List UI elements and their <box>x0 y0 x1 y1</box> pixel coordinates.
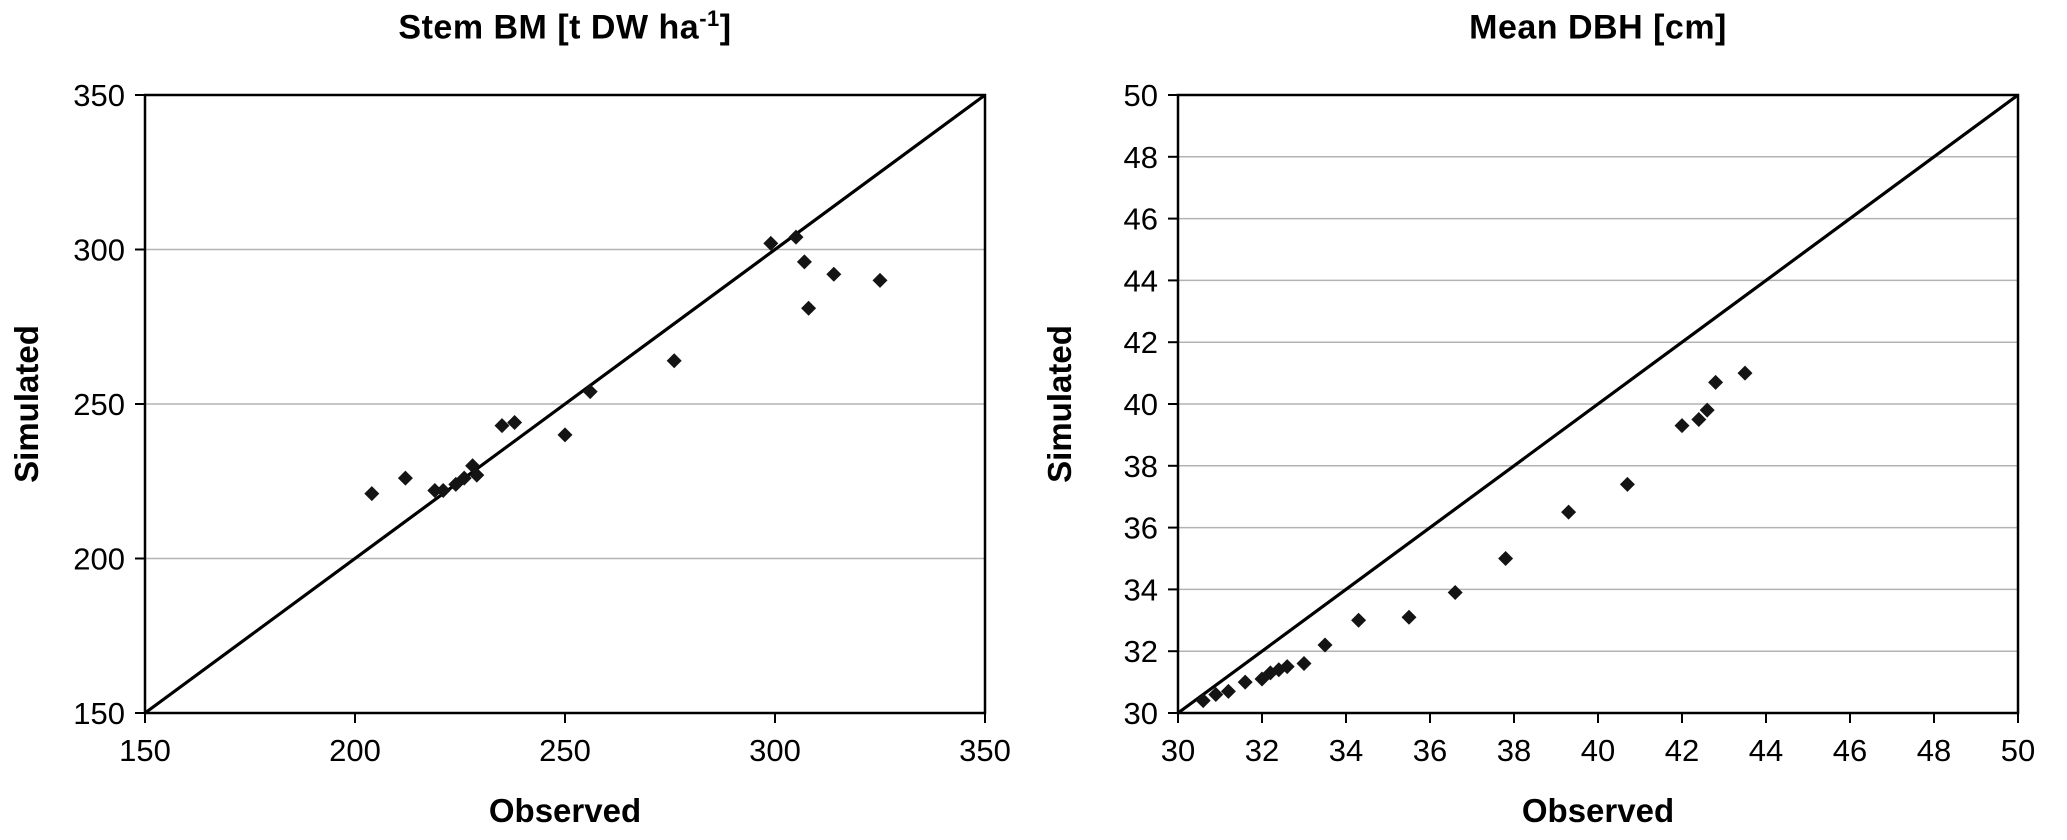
y-tick-label: 46 <box>1124 202 1158 237</box>
data-point <box>1220 683 1236 699</box>
y-tick-label: 38 <box>1124 449 1158 484</box>
data-point <box>1737 365 1753 381</box>
data-point <box>1351 612 1367 628</box>
data-point <box>557 427 573 443</box>
y-axis-label: Simulated <box>1041 325 1078 483</box>
data-point <box>507 415 523 431</box>
x-tick-label: 36 <box>1413 733 1447 768</box>
y-tick-label: 48 <box>1124 140 1158 175</box>
x-tick-label: 32 <box>1245 733 1279 768</box>
y-tick-label: 250 <box>73 387 125 422</box>
data-point <box>1262 665 1278 681</box>
data-point <box>826 266 842 282</box>
data-point <box>1561 504 1577 520</box>
data-point <box>1296 656 1312 672</box>
scatter-plot-stem-biomass: 150 200 250 300 350 150 200 250 300 350 Observed Si… <box>8 78 1011 829</box>
y-tick-label: 50 <box>1124 78 1158 113</box>
y-tick-label: 32 <box>1124 634 1158 669</box>
data-point <box>435 483 451 499</box>
y-tick-label: 350 <box>73 78 125 113</box>
data-point <box>1699 402 1715 418</box>
data-point <box>763 235 779 251</box>
x-tick-label: 200 <box>329 733 381 768</box>
x-tick-label: 30 <box>1161 733 1195 768</box>
gridlines <box>1178 156 2018 652</box>
data-point <box>796 254 812 270</box>
data-point <box>364 486 380 502</box>
x-tick-label: 38 <box>1497 733 1531 768</box>
data-point <box>872 272 888 288</box>
x-tick-label: 42 <box>1665 733 1699 768</box>
x-tick-label: 300 <box>749 733 801 768</box>
data-point <box>788 229 804 245</box>
x-tick-label: 34 <box>1329 733 1363 768</box>
data-point <box>494 418 510 434</box>
data-point <box>1674 418 1690 434</box>
data-point <box>469 467 485 483</box>
chart-title-superscript: -1 <box>699 6 720 31</box>
data-point <box>456 470 472 486</box>
y-axis-label: Simulated <box>8 325 45 483</box>
data-point <box>397 470 413 486</box>
data-point <box>582 384 598 400</box>
identity-line <box>1177 93 2019 715</box>
data-point <box>1208 686 1224 702</box>
y-tick-label: 36 <box>1124 511 1158 546</box>
y-tick-label: 34 <box>1124 572 1158 607</box>
scatter-plot-mean-dbh: 30 32 34 36 38 40 42 44 46 48 50 30 32 34 36 38 40 42 44 46… <box>1041 78 2035 829</box>
data-point <box>1279 659 1295 675</box>
axis-ticks <box>135 94 986 723</box>
chart-title: Stem BM [t DW ha-1] <box>145 6 985 47</box>
x-tick-label: 44 <box>1749 733 1783 768</box>
y-tick-label: 300 <box>73 233 125 268</box>
data-point <box>1237 674 1253 690</box>
x-axis-label: Observed <box>489 792 641 829</box>
chart-title-text: Stem BM [t DW ha <box>398 8 700 47</box>
x-axis-label: Observed <box>1522 792 1674 829</box>
y-tick-label: 30 <box>1124 696 1158 731</box>
axis-ticks <box>1168 94 2019 723</box>
x-tick-label: 350 <box>959 733 1011 768</box>
data-point <box>666 353 682 369</box>
y-tick-label: 42 <box>1124 325 1158 360</box>
data-point <box>801 300 817 316</box>
y-tick-label: 150 <box>73 696 125 731</box>
x-tick-label: 46 <box>1833 733 1867 768</box>
x-tick-label: 250 <box>539 733 591 768</box>
data-points <box>364 229 888 502</box>
x-tick-label: 40 <box>1581 733 1615 768</box>
y-tick-label: 200 <box>73 542 125 577</box>
data-point <box>1401 609 1417 625</box>
y-tick-label: 40 <box>1124 387 1158 422</box>
chart-title-text: Mean DBH [cm] <box>1469 8 1727 47</box>
data-point <box>1691 411 1707 427</box>
data-point <box>1271 662 1287 678</box>
data-point <box>1708 374 1724 390</box>
x-tick-label: 50 <box>2001 733 2035 768</box>
data-point <box>1195 693 1211 709</box>
data-point <box>427 483 443 499</box>
y-tick-label: 44 <box>1124 263 1158 298</box>
data-points <box>1195 365 1753 709</box>
chart-title-close: ] <box>719 8 732 47</box>
chart-title: Mean DBH [cm] <box>1178 6 2018 47</box>
data-point <box>1619 476 1635 492</box>
chart-mean-dbh: Mean DBH [cm] 30 32 34 36 38 40 42 44 46 48 50 30 32… <box>1033 0 2067 840</box>
chart-stem-biomass: Stem BM [t DW ha-1] 150 200 250 300 350 150 20… <box>0 0 1033 840</box>
data-point <box>1498 551 1514 566</box>
x-tick-label: 48 <box>1917 733 1951 768</box>
data-point <box>1317 637 1333 653</box>
x-tick-label: 150 <box>119 733 171 768</box>
data-point <box>1447 584 1463 600</box>
identity-line <box>144 93 986 715</box>
